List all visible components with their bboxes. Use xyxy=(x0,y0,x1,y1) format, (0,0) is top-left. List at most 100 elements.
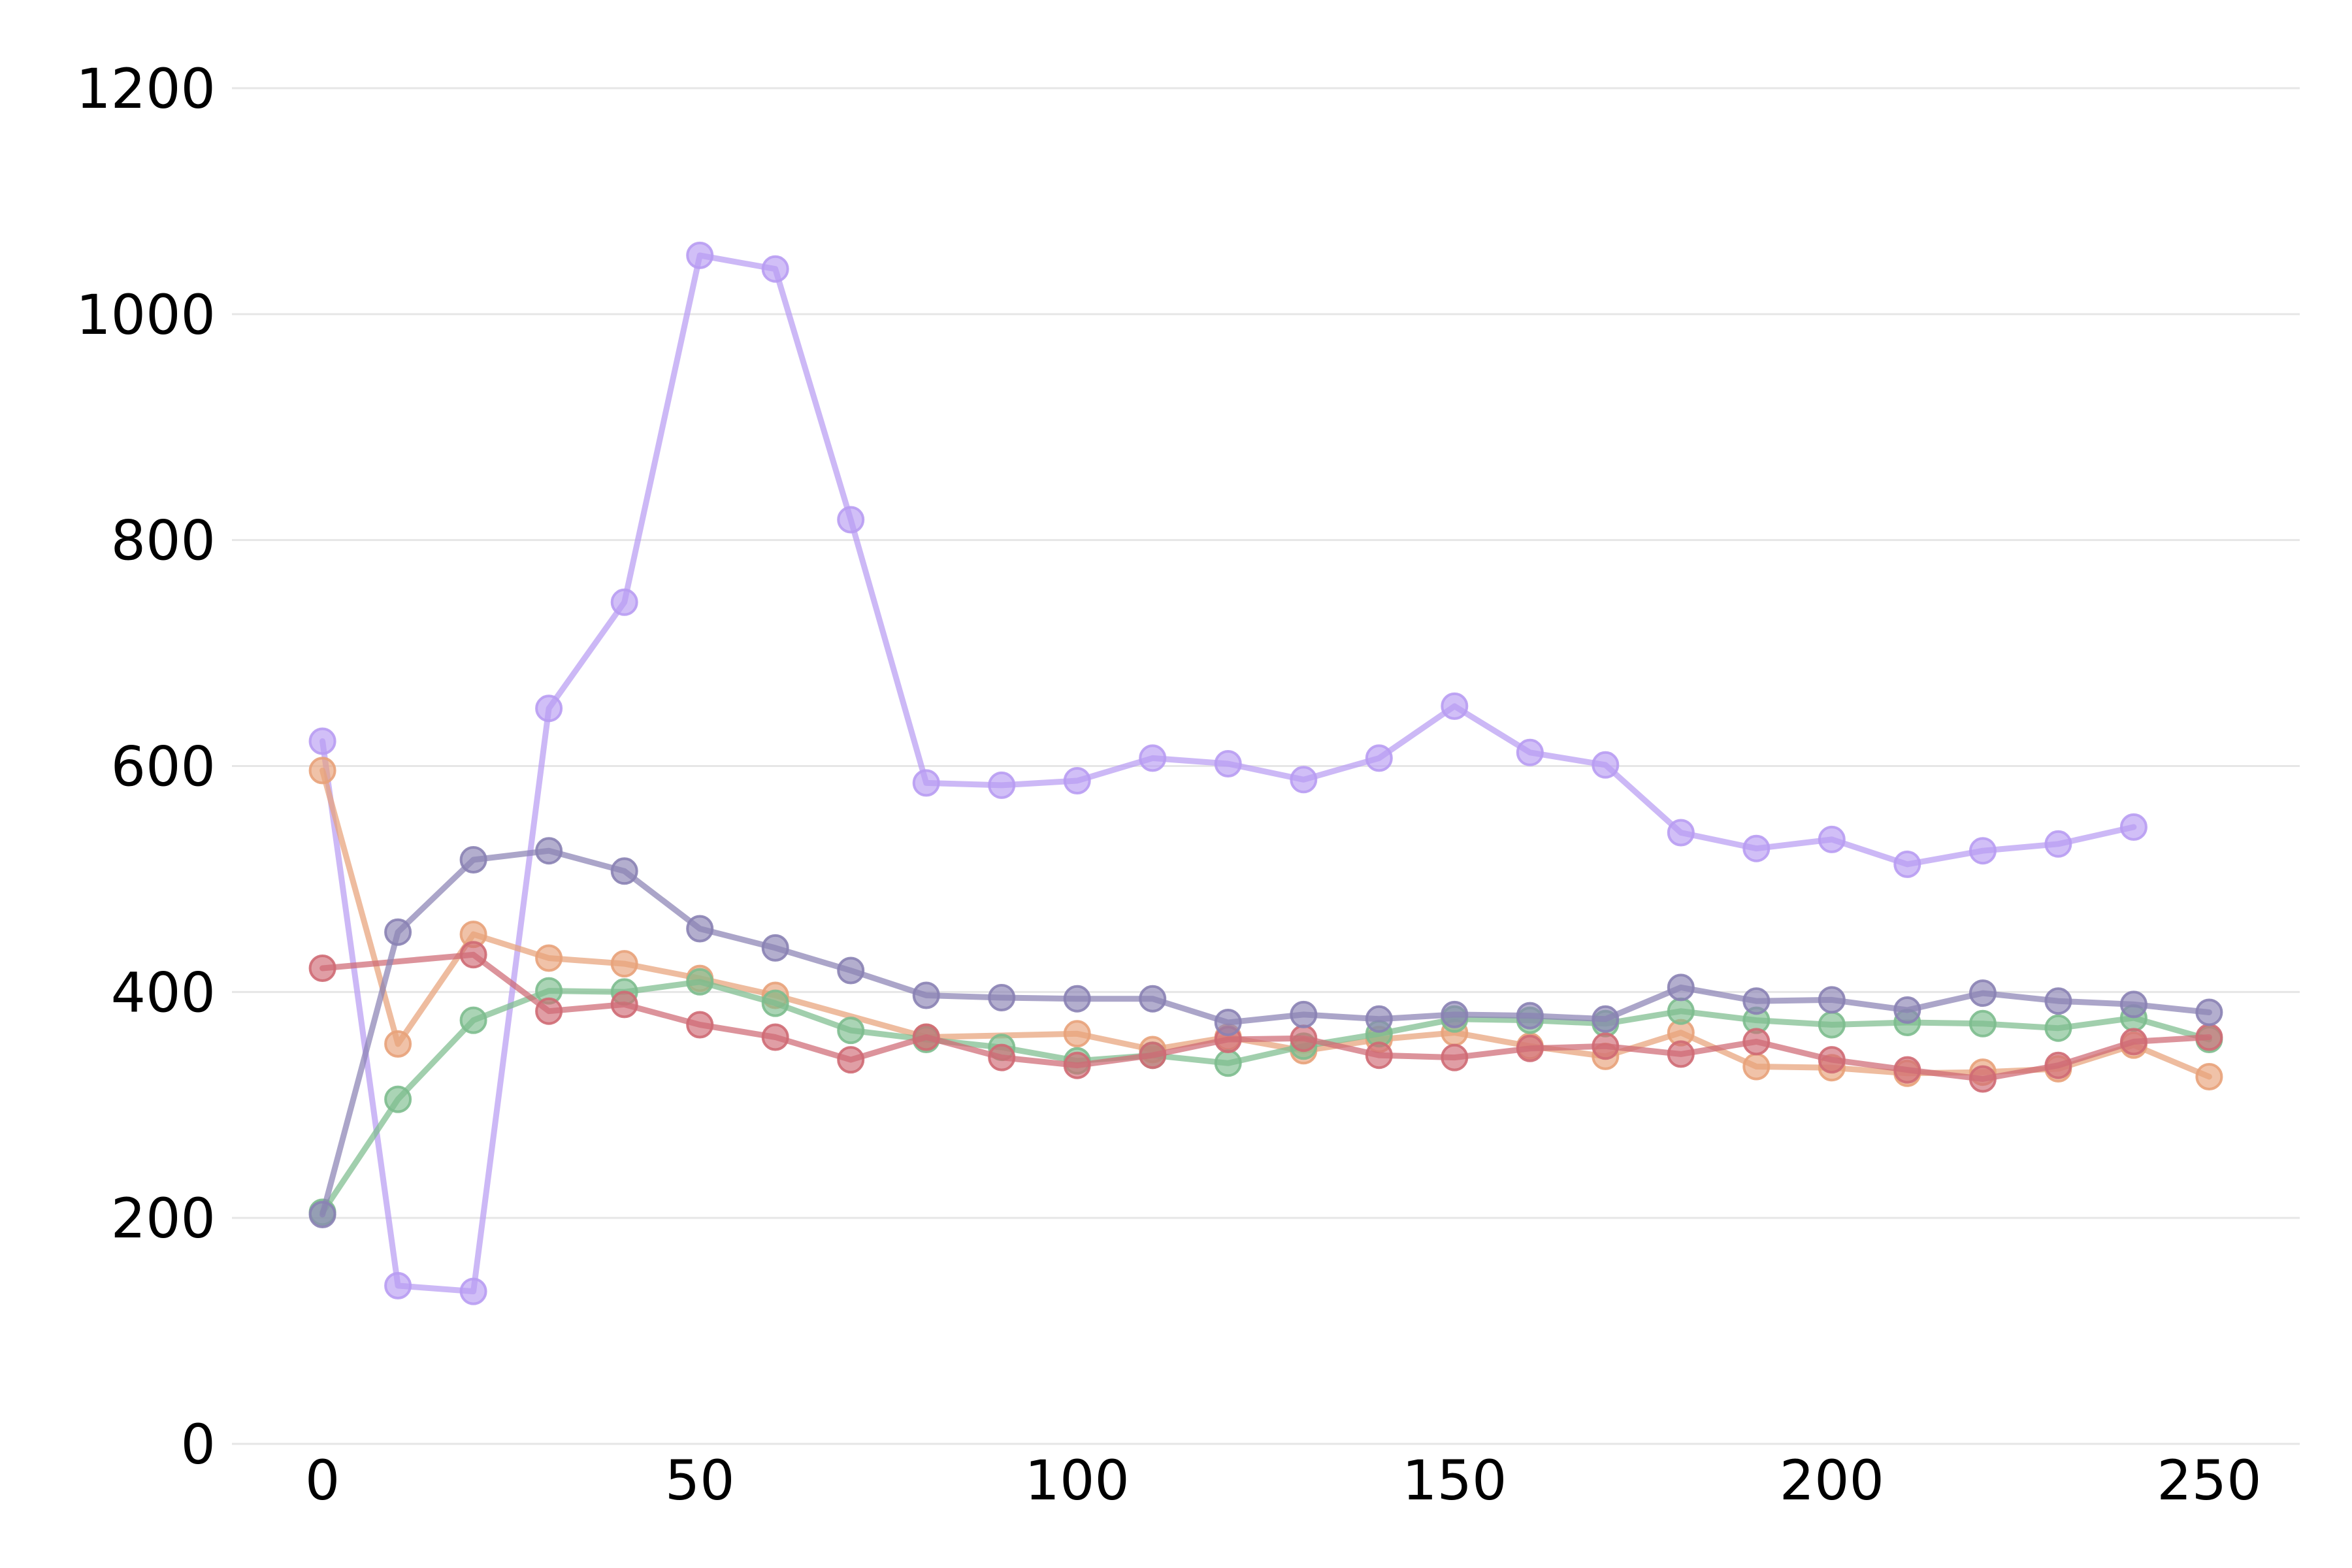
data-point xyxy=(988,771,1016,799)
data-point xyxy=(1214,750,1242,777)
series-5 xyxy=(308,837,2223,1228)
y-tick-label: 800 xyxy=(111,509,216,573)
data-point xyxy=(1214,1049,1242,1077)
data-point xyxy=(988,984,1016,1011)
data-point xyxy=(2044,1051,2072,1079)
data-point xyxy=(610,857,638,885)
data-point xyxy=(1214,1009,1242,1036)
data-point xyxy=(1592,751,1620,779)
x-tick-label: 0 xyxy=(305,1448,340,1512)
data-point xyxy=(1063,767,1091,794)
data-point xyxy=(535,837,563,865)
y-tick-label: 1000 xyxy=(76,283,216,347)
data-point xyxy=(535,694,563,723)
data-point xyxy=(686,915,714,943)
data-point xyxy=(1667,1040,1695,1068)
data-point xyxy=(1516,1002,1544,1030)
data-point xyxy=(1516,738,1544,766)
data-point xyxy=(459,846,487,874)
data-point xyxy=(1968,1009,1997,1037)
y-tick-label: 0 xyxy=(181,1413,216,1477)
data-point xyxy=(535,997,563,1025)
data-point xyxy=(384,1271,412,1299)
data-point xyxy=(1139,1041,1167,1070)
data-point xyxy=(1818,825,1846,853)
data-point xyxy=(988,1043,1016,1071)
x-tick-label: 200 xyxy=(1780,1448,1884,1512)
data-point xyxy=(2119,1028,2148,1056)
data-point xyxy=(1742,1028,1771,1056)
data-point xyxy=(1818,1046,1846,1074)
data-point xyxy=(1063,1051,1091,1079)
x-tick-label: 50 xyxy=(665,1448,735,1512)
data-point xyxy=(761,255,789,283)
data-point xyxy=(1441,1000,1469,1028)
data-point xyxy=(686,241,714,269)
data-point xyxy=(2119,813,2148,841)
series-layer xyxy=(308,241,2223,1305)
data-point xyxy=(384,1085,412,1113)
data-point xyxy=(1893,1056,1921,1084)
data-point xyxy=(1893,996,1921,1024)
y-tick-label: 1200 xyxy=(76,57,216,121)
data-point xyxy=(761,934,789,962)
data-point xyxy=(1893,850,1921,878)
data-point xyxy=(837,1017,865,1045)
data-point xyxy=(610,950,638,978)
data-point xyxy=(1592,1032,1620,1060)
data-point xyxy=(2195,1023,2223,1051)
series-1 xyxy=(308,241,2148,1305)
data-point xyxy=(459,1277,487,1305)
data-point xyxy=(2195,1063,2223,1090)
data-point xyxy=(1365,1005,1393,1033)
data-point xyxy=(308,727,336,755)
data-point xyxy=(459,941,487,969)
data-point xyxy=(1742,987,1771,1015)
data-point xyxy=(1290,766,1318,794)
data-point xyxy=(308,757,336,785)
data-point xyxy=(2195,998,2223,1026)
data-point xyxy=(1365,1041,1393,1070)
data-point xyxy=(1818,986,1846,1014)
data-point xyxy=(2044,1014,2072,1042)
data-point xyxy=(1290,1024,1318,1053)
series-line xyxy=(319,767,2212,1080)
data-point xyxy=(686,968,714,996)
data-point xyxy=(912,769,940,797)
data-point xyxy=(912,1023,940,1051)
y-tick-label: 600 xyxy=(111,735,216,799)
data-point xyxy=(1441,1043,1469,1071)
data-point xyxy=(1968,1065,1997,1093)
x-tick-label: 100 xyxy=(1025,1448,1130,1512)
data-point xyxy=(308,1201,336,1228)
data-point xyxy=(610,990,638,1019)
data-point xyxy=(1290,1000,1318,1028)
x-axis-ticks: 0 50 100 150 200 250 xyxy=(305,1448,2262,1512)
data-point xyxy=(1592,1005,1620,1033)
data-point xyxy=(1139,744,1167,772)
data-point xyxy=(1516,1034,1544,1062)
data-point xyxy=(1968,979,1997,1007)
data-point xyxy=(1063,1020,1091,1048)
data-point xyxy=(1667,973,1695,1002)
data-point xyxy=(459,1006,487,1034)
data-point xyxy=(837,506,865,534)
data-point xyxy=(1441,692,1469,720)
data-point xyxy=(1968,837,1997,865)
series-4 xyxy=(308,941,2223,1093)
data-point xyxy=(1365,744,1393,772)
data-point xyxy=(2044,987,2072,1015)
y-tick-label: 400 xyxy=(111,960,216,1024)
data-point xyxy=(686,1011,714,1039)
y-tick-label: 200 xyxy=(111,1186,216,1250)
data-point xyxy=(1063,985,1091,1013)
data-point xyxy=(384,918,412,946)
data-point xyxy=(1667,819,1695,847)
data-point xyxy=(761,989,789,1017)
data-point xyxy=(1667,997,1695,1025)
data-point xyxy=(1818,1011,1846,1039)
data-point xyxy=(2044,830,2072,858)
data-point xyxy=(610,588,638,616)
data-point xyxy=(2119,990,2148,1019)
